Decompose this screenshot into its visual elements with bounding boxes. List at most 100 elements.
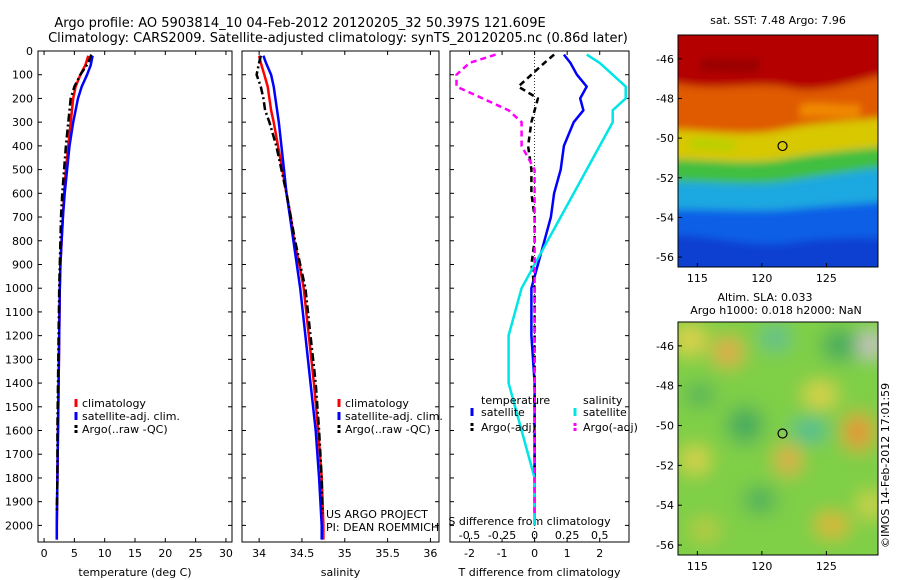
sst-map-axes: 115 120 125 -46 -48 -50 -52 -54 -56 (656, 53, 837, 285)
x-tick-label: 5 (71, 547, 78, 560)
x-axis-label: temperature (deg C) (78, 566, 191, 579)
series-line-satellite-adj-clim- (55, 55, 94, 540)
x-axis-label: T difference from climatology (458, 566, 621, 579)
plot-frame (241, 50, 440, 543)
x-tick-label: -2 (464, 547, 475, 560)
y-tick-label: 1500 (5, 401, 33, 414)
map-y-tick-label: -56 (656, 251, 674, 264)
x-tick-label: 0 (531, 547, 538, 560)
sla-map-axes: 115 120 125 -46 -48 -50 -52 -54 -56 (656, 340, 837, 573)
map-x-tick-label: 120 (751, 272, 772, 285)
y-tick-label: 800 (12, 235, 33, 248)
y-tick-label: 600 (12, 187, 33, 200)
legend-label: Argo(-adj) (481, 421, 536, 434)
map-x-tick-label: 115 (687, 560, 708, 573)
pi-credit: PI: DEAN ROEMMICH (326, 521, 439, 534)
series-line-argo-adj- (455, 53, 536, 514)
x2-tick-label: 0.25 (555, 529, 580, 542)
argo-location-marker (777, 428, 788, 439)
map-y-tick-label: -54 (656, 211, 674, 224)
legend-label: Argo(..raw -QC) (82, 423, 168, 436)
x2-tick-label: -0.25 (488, 529, 516, 542)
x-tick-label: 35.5 (375, 547, 400, 560)
project-credit: US ARGO PROJECT (326, 508, 428, 521)
y-tick-label: 1600 (5, 425, 33, 438)
map-y-tick-label: -48 (656, 380, 674, 393)
legend-label: climatology (345, 397, 409, 410)
y-tick-label: 1300 (5, 353, 33, 366)
x-tick-label: 30 (219, 547, 233, 560)
map-x-tick-label: 115 (687, 272, 708, 285)
map-y-tick-label: -52 (656, 172, 674, 185)
map-y-tick-label: -48 (656, 92, 674, 105)
series-line-satellite (507, 53, 627, 526)
x-axis-label: salinity (321, 566, 361, 579)
y-tick-label: 500 (12, 164, 33, 177)
x-tick-label: 2 (596, 547, 603, 560)
y-tick-label: 1400 (5, 377, 33, 390)
x-tick-label: 1 (564, 547, 571, 560)
y-tick-label: 1200 (5, 330, 33, 343)
map-x-tick-label: 125 (816, 272, 837, 285)
plot-frame (449, 50, 630, 543)
x2-axis-label: S difference from climatology (448, 515, 611, 528)
legend-label: satellite-adj. clim. (345, 410, 443, 423)
legend-label: satellite (481, 406, 525, 419)
legend-header-temperature: temperature (481, 394, 550, 407)
y-tick-label: 0 (26, 45, 33, 58)
y-tick-label: 1000 (5, 282, 33, 295)
map-y-tick-label: -50 (656, 132, 674, 145)
x2-tick-label: 0 (531, 529, 538, 542)
x-tick-label: 25 (189, 547, 203, 560)
imos-credit: ©IMOS 14-Feb-2012 17:01:59 (879, 383, 892, 548)
y-tick-label: 700 (12, 211, 33, 224)
legend-label: climatology (82, 397, 146, 410)
sla-map (678, 322, 878, 555)
x-tick-label: -1 (497, 547, 508, 560)
x-tick-label: 34.5 (290, 547, 315, 560)
sla-map-frame (677, 321, 879, 556)
salinity-panel: 34 34.5 35 35.5 36 salinity (241, 50, 440, 579)
title-line-1: Argo profile: AO 5903814_10 04-Feb-2012 … (54, 16, 545, 31)
argo-location-marker (777, 140, 788, 152)
map-x-tick-label: 125 (816, 560, 837, 573)
legend-label: satellite (583, 406, 627, 419)
x-tick-label: 36 (423, 547, 437, 560)
y-tick-label: 900 (12, 258, 33, 271)
temperature-panel: 0 5 10 15 20 25 300100200300400500600700800900… (5, 45, 233, 579)
y-tick-label: 100 (12, 69, 33, 82)
legend-label: Argo(-adj) (583, 421, 638, 434)
difference-panel: -2 -1 0 1 2 T difference from climatology -0.5… (448, 50, 630, 579)
y-tick-label: 1700 (5, 448, 33, 461)
sla-map-title-2: Argo h1000: 0.018 h2000: NaN (690, 304, 862, 317)
map-y-tick-label: -46 (656, 53, 674, 66)
salinity-legend: climatology satellite-adj. clim. Argo(..… (337, 397, 443, 436)
legend-label: Argo(..raw -QC) (345, 423, 431, 436)
y-tick-label: 400 (12, 140, 33, 153)
x-tick-label: 10 (98, 547, 112, 560)
y-tick-label: 1800 (5, 472, 33, 485)
sst-map (678, 35, 878, 267)
x-tick-label: 34 (252, 547, 266, 560)
x-tick-label: 15 (128, 547, 142, 560)
y-tick-label: 1100 (5, 306, 33, 319)
map-y-tick-label: -46 (656, 340, 674, 353)
x-tick-label: 35 (338, 547, 352, 560)
sla-map-title-1: Altim. SLA: 0.033 (717, 291, 812, 304)
series-line-argo-raw-qc- (255, 55, 324, 514)
legend-header-salinity: salinity (583, 394, 623, 407)
series-line-argo-raw-qc- (55, 54, 93, 514)
y-tick-label: 300 (12, 116, 33, 129)
x2-tick-label: -0.5 (459, 529, 480, 542)
title-line-2: Climatology: CARS2009. Satellite-adjuste… (48, 31, 628, 46)
x-tick-label: 0 (41, 547, 48, 560)
map-x-tick-label: 120 (751, 560, 772, 573)
difference-legend: temperature salinity satellite Argo(-adj… (470, 394, 638, 434)
x-tick-label: 20 (158, 547, 172, 560)
sst-map-title: sat. SST: 7.48 Argo: 7.96 (710, 14, 846, 27)
map-y-tick-label: -56 (656, 539, 674, 552)
temperature-legend: climatology satellite-adj. clim. Argo(..… (74, 397, 180, 436)
map-y-tick-label: -52 (656, 459, 674, 472)
x2-tick-label: 0.5 (591, 529, 609, 542)
